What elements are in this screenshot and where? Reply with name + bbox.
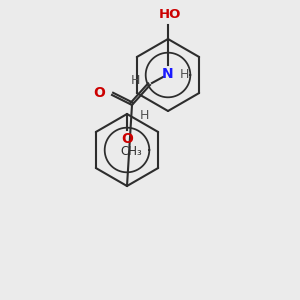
Text: H: H	[130, 74, 140, 88]
Text: O: O	[121, 132, 133, 146]
Text: HO: HO	[159, 8, 181, 21]
Text: H: H	[140, 109, 149, 122]
Text: H: H	[180, 68, 189, 81]
Text: N: N	[162, 67, 174, 81]
Text: CH₃: CH₃	[120, 145, 142, 158]
Text: O: O	[93, 86, 105, 100]
